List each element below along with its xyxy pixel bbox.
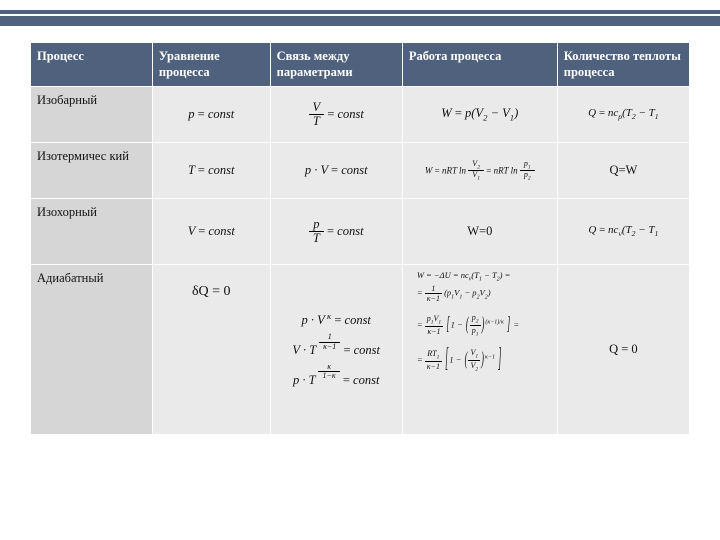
header-heat: Количество теплоты процесса xyxy=(557,43,689,87)
process-name: Изотермичес кий xyxy=(31,143,153,199)
table-row: Изобарный p = const VT = const W = p(V2 … xyxy=(31,87,690,143)
formula-cell: W=0 xyxy=(402,199,557,265)
process-name: Изохорный xyxy=(31,199,153,265)
formula-cell: δQ = 0 xyxy=(152,265,270,435)
formula-cell: p = const xyxy=(152,87,270,143)
formula-cell: W = −ΔU = ncv(T1 − T2) = = 1κ−1 (p1V1 − … xyxy=(402,265,557,435)
table-row: Изотермичес кий T = const p · V = const … xyxy=(31,143,690,199)
header-relation: Связь между параметрами xyxy=(270,43,402,87)
formula-cell: pT = const xyxy=(270,199,402,265)
process-name: Адиабатный xyxy=(31,265,153,435)
header-equation: Уравнение процесса xyxy=(152,43,270,87)
formula-cell: W = nRT ln V2V1 = nRT ln p1p2 xyxy=(402,143,557,199)
thermo-processes-table: Процесс Уравнение процесса Связь между п… xyxy=(30,42,690,435)
process-name: Изобарный xyxy=(31,87,153,143)
table-row: Адиабатный δQ = 0 p · V κ = const V · T … xyxy=(31,265,690,435)
formula-cell: Q = ncp(T2 − T1 xyxy=(557,87,689,143)
header-work: Работа процесса xyxy=(402,43,557,87)
formula-cell: VT = const xyxy=(270,87,402,143)
formula-cell: Q=W xyxy=(557,143,689,199)
table-row: Изохорный V = const pT = const W=0 Q = n… xyxy=(31,199,690,265)
formula-cell: p · V κ = const V · T 1κ−1 = const p · T… xyxy=(270,265,402,435)
table-header-row: Процесс Уравнение процесса Связь между п… xyxy=(31,43,690,87)
formula-cell: W = p(V2 − V1) xyxy=(402,87,557,143)
decorative-top-bars xyxy=(0,0,720,26)
table-wrapper: Процесс Уравнение процесса Связь между п… xyxy=(0,28,720,435)
formula-cell: p · V = const xyxy=(270,143,402,199)
formula-cell: V = const xyxy=(152,199,270,265)
header-process: Процесс xyxy=(31,43,153,87)
formula-cell: Q = ncv(T2 − T1 xyxy=(557,199,689,265)
formula-cell: Q = 0 xyxy=(557,265,689,435)
formula-cell: T = const xyxy=(152,143,270,199)
